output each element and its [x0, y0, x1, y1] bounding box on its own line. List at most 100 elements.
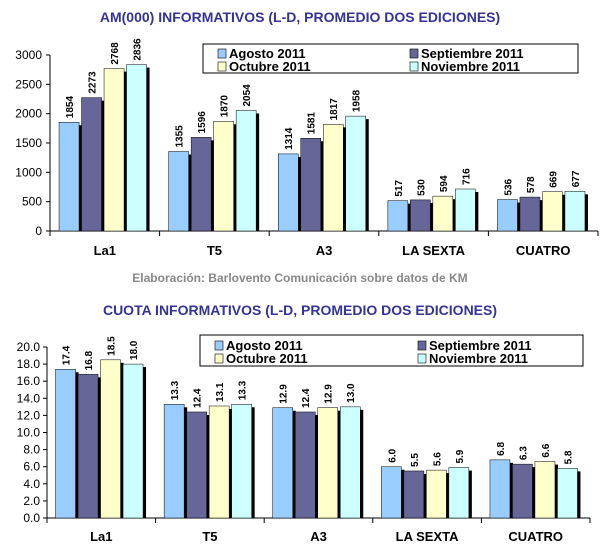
legend: Agosto 2011 Septiembre 2011 Octubre 2011 No… — [202, 43, 579, 74]
legend: Agosto 2011 Septiembre 2011 Octubre 2011 No… — [199, 334, 584, 367]
data-label: 530 — [416, 179, 427, 196]
y-tick-label: 14.0 — [17, 391, 41, 405]
bar — [455, 188, 476, 232]
category-label: LA SEXTA — [402, 243, 465, 258]
category-label: T5 — [202, 529, 217, 544]
data-label: 13.3 — [238, 380, 249, 400]
bar — [58, 121, 80, 232]
legend-box — [202, 43, 579, 74]
legend-swatch — [417, 353, 427, 364]
bar — [213, 121, 234, 232]
data-label: 12.9 — [279, 384, 290, 404]
legend-swatch — [417, 340, 427, 351]
y-tick-label: 2500 — [15, 77, 42, 91]
category-label: La1 — [90, 529, 112, 544]
legend-label: Noviembre 2011 — [429, 351, 528, 366]
data-label: 1581 — [307, 112, 318, 135]
bar — [235, 110, 257, 232]
bar — [340, 406, 361, 519]
data-label: 1870 — [220, 95, 231, 118]
chart-2: CUOTA INFORMATIVOS (L-D, PROMEDIO DOS ED… — [17, 302, 591, 544]
legend-label: Septiembre 2011 — [421, 46, 524, 61]
category-label: A3 — [310, 529, 327, 544]
bar — [231, 404, 252, 519]
bar — [448, 467, 470, 519]
data-label: 1854 — [65, 96, 76, 119]
legend-label: Agosto 2011 — [229, 46, 306, 61]
bar — [81, 97, 102, 232]
y-tick-label: 6.0 — [23, 460, 40, 474]
y-tick-label: 2.0 — [23, 494, 40, 508]
category-label: T5 — [207, 243, 222, 258]
bar — [317, 407, 338, 519]
chart-1: AM(000) INFORMATIVOS (L-D, PROMEDIO DOS … — [15, 9, 599, 258]
data-label: 13.1 — [215, 382, 226, 402]
data-label: 6.3 — [518, 446, 529, 460]
data-label: 12.4 — [301, 388, 312, 408]
y-tick-label: 8.0 — [23, 443, 40, 457]
bar — [387, 200, 409, 232]
y-tick-label: 1500 — [15, 136, 42, 150]
data-label: 536 — [503, 178, 514, 195]
data-label: 2273 — [88, 71, 99, 94]
bar — [272, 407, 293, 519]
legend-swatch — [214, 353, 224, 364]
data-label: 13.0 — [346, 383, 357, 403]
bar — [381, 466, 402, 519]
category-label: A3 — [316, 243, 333, 258]
data-label: 13.3 — [170, 380, 181, 400]
y-tick-label: 12.0 — [17, 408, 41, 422]
data-label: 12.9 — [324, 384, 335, 404]
bar — [100, 359, 121, 519]
chart-title: CUOTA INFORMATIVOS (L-D, PROMEDIO DOS ED… — [103, 302, 497, 318]
data-label: 1314 — [284, 127, 295, 150]
data-label: 594 — [439, 175, 450, 192]
data-label: 716 — [461, 168, 472, 185]
category-label: La1 — [94, 243, 116, 258]
legend-label: Octubre 2011 — [229, 59, 311, 74]
bar — [345, 115, 366, 232]
data-label: 1958 — [352, 89, 363, 112]
data-label: 6.8 — [496, 442, 507, 456]
data-label: 5.6 — [432, 452, 443, 466]
bar — [126, 64, 147, 232]
y-tick-label: 0.0 — [23, 511, 40, 525]
data-label: 578 — [526, 176, 537, 193]
data-label: 5.8 — [563, 450, 574, 464]
y-tick-label: 2000 — [15, 107, 42, 121]
bar — [190, 137, 212, 232]
data-label: 5.9 — [455, 449, 466, 463]
data-label: 677 — [571, 170, 582, 187]
data-label: 16.8 — [84, 350, 95, 370]
category-label: LA SEXTA — [396, 529, 459, 544]
data-label: 2836 — [133, 38, 144, 61]
y-tick-label: 10.0 — [17, 426, 41, 440]
bar — [55, 368, 76, 519]
bar — [497, 199, 518, 232]
bar — [323, 124, 344, 232]
y-tick-label: 3000 — [15, 48, 42, 62]
data-label: 6.0 — [387, 448, 398, 462]
y-tick-label: 1000 — [15, 165, 42, 179]
legend-label: Noviembre 2011 — [421, 59, 520, 74]
data-label: 17.4 — [62, 345, 73, 365]
data-label: 2768 — [110, 42, 121, 65]
bar — [564, 191, 586, 232]
bar — [300, 137, 321, 232]
legend-label: Agosto 2011 — [226, 338, 303, 353]
footer-note: Elaboración: Barlovento Comunicación sob… — [132, 271, 467, 285]
chart-title: AM(000) INFORMATIVOS (L-D, PROMEDIO DOS … — [100, 9, 500, 25]
data-label: 1355 — [175, 125, 186, 148]
bar — [410, 199, 431, 232]
bar — [186, 411, 207, 519]
y-tick-label: 500 — [22, 195, 42, 209]
bar — [208, 405, 230, 519]
data-label: 669 — [548, 171, 559, 188]
y-tick-label: 4.0 — [23, 477, 40, 491]
legend-label: Octubre 2011 — [226, 351, 308, 366]
y-tick-label: 0 — [35, 224, 42, 238]
bar — [103, 68, 125, 232]
legend-swatch — [214, 340, 224, 351]
bar — [519, 196, 541, 232]
